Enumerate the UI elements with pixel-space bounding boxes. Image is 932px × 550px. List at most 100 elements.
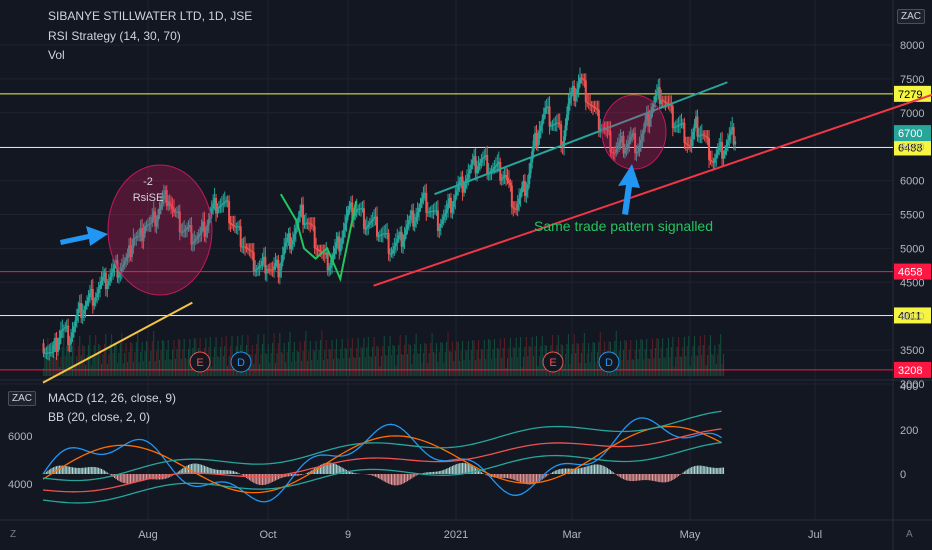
candle-body bbox=[120, 267, 123, 272]
volume-bar bbox=[227, 366, 229, 376]
macd-histogram-bar bbox=[92, 466, 94, 474]
candle-body bbox=[505, 175, 508, 178]
price-tick-label: 3500 bbox=[900, 345, 924, 357]
candle-body bbox=[170, 204, 173, 207]
trend-line bbox=[434, 81, 728, 196]
time-tick-label: Mar bbox=[563, 529, 582, 541]
candle-body bbox=[344, 223, 347, 231]
volume-bar bbox=[473, 341, 475, 376]
candle-body bbox=[177, 211, 180, 213]
volume-bar bbox=[694, 336, 696, 376]
macd-histogram-bar bbox=[150, 474, 152, 480]
volume-bar bbox=[666, 348, 668, 376]
candle-body bbox=[506, 177, 509, 181]
candle-body bbox=[260, 265, 262, 267]
macd-histogram-bar bbox=[605, 467, 607, 474]
volume-bar bbox=[156, 351, 158, 376]
macd-histogram-bar bbox=[663, 474, 665, 483]
a-nav-icon[interactable]: A bbox=[906, 529, 913, 540]
macd-histogram-bar bbox=[496, 474, 498, 478]
volume-bar bbox=[137, 332, 139, 376]
volume-bar bbox=[63, 337, 65, 376]
candle-body bbox=[310, 224, 313, 226]
z-nav-icon[interactable]: Z bbox=[10, 529, 17, 540]
volume-bar bbox=[141, 342, 143, 376]
candle-body bbox=[552, 124, 555, 126]
volume-bar bbox=[488, 339, 490, 376]
macd-histogram-bar bbox=[102, 469, 104, 474]
candle-body bbox=[190, 225, 193, 245]
volume-bar bbox=[517, 357, 519, 376]
macd-histogram-bar bbox=[376, 474, 378, 478]
candle-body bbox=[657, 87, 660, 92]
volume-bar bbox=[536, 336, 537, 376]
candle-body bbox=[123, 261, 126, 265]
volume-bar bbox=[221, 337, 223, 376]
volume-bar bbox=[691, 356, 693, 376]
candle-body bbox=[307, 222, 310, 224]
candle-body bbox=[612, 152, 615, 154]
volume-bar bbox=[151, 341, 153, 376]
macd-histogram-bar bbox=[109, 474, 111, 475]
macd-histogram-bar bbox=[143, 474, 145, 481]
volume-bar bbox=[108, 354, 110, 376]
lower-currency-badge[interactable]: ZAC bbox=[8, 391, 36, 406]
candle-body bbox=[560, 124, 563, 147]
macd-histogram-bar bbox=[538, 474, 540, 482]
volume-bar bbox=[277, 343, 279, 376]
macd-histogram-bar bbox=[99, 468, 101, 474]
candle-body bbox=[49, 352, 52, 354]
candle-body bbox=[290, 244, 293, 250]
macd-histogram-bar bbox=[536, 474, 537, 483]
candle-body bbox=[726, 140, 729, 146]
candle-body bbox=[297, 216, 300, 223]
candle-body bbox=[683, 122, 686, 143]
earnings-marker-label: E bbox=[196, 357, 203, 369]
volume-bar bbox=[565, 354, 566, 376]
volume-bar bbox=[405, 335, 407, 376]
volume-bar bbox=[520, 337, 522, 376]
volume-bar bbox=[80, 355, 82, 376]
macd-histogram-bar bbox=[270, 474, 272, 483]
candle-body bbox=[445, 209, 448, 214]
candle-body bbox=[93, 301, 96, 306]
candle-body bbox=[693, 124, 696, 132]
volume-bar bbox=[304, 341, 305, 376]
candle-body bbox=[391, 249, 394, 254]
volume-bar bbox=[377, 347, 379, 376]
candle-body bbox=[407, 219, 410, 225]
macd-histogram-bar bbox=[720, 467, 722, 474]
macd-histogram-bar bbox=[507, 474, 508, 479]
macd-histogram-bar bbox=[140, 474, 142, 481]
candle-body bbox=[196, 237, 199, 239]
candle-body bbox=[731, 127, 734, 131]
volume-bar bbox=[392, 345, 394, 376]
volume-bar bbox=[325, 340, 327, 376]
macd-histogram-bar bbox=[653, 474, 655, 482]
volume-bar bbox=[462, 341, 464, 376]
macd-histogram-bar bbox=[301, 474, 303, 475]
macd-histogram-bar bbox=[543, 474, 545, 479]
volume-bar bbox=[712, 355, 714, 376]
volume-bar bbox=[111, 334, 113, 376]
macd-histogram-bar bbox=[219, 470, 221, 474]
candle-body bbox=[115, 260, 117, 265]
price-tick-label: 4500 bbox=[900, 277, 924, 289]
candle-body bbox=[215, 198, 218, 214]
candle-body bbox=[692, 131, 695, 140]
candle-body bbox=[106, 284, 109, 290]
macd-histogram-bar bbox=[116, 474, 118, 481]
pattern-annotation-text: Same trade pattern signalled bbox=[534, 218, 713, 234]
currency-badge[interactable]: ZAC bbox=[897, 9, 925, 24]
volume-bar bbox=[402, 355, 404, 376]
volume-bar bbox=[369, 356, 371, 376]
candle-body bbox=[402, 240, 405, 247]
candle-body bbox=[587, 103, 590, 105]
macd-histogram-bar bbox=[180, 469, 182, 474]
candle-body bbox=[568, 97, 571, 104]
volume-bar bbox=[704, 335, 706, 376]
macd-histogram-bar bbox=[627, 474, 629, 481]
candle-body bbox=[236, 226, 239, 228]
